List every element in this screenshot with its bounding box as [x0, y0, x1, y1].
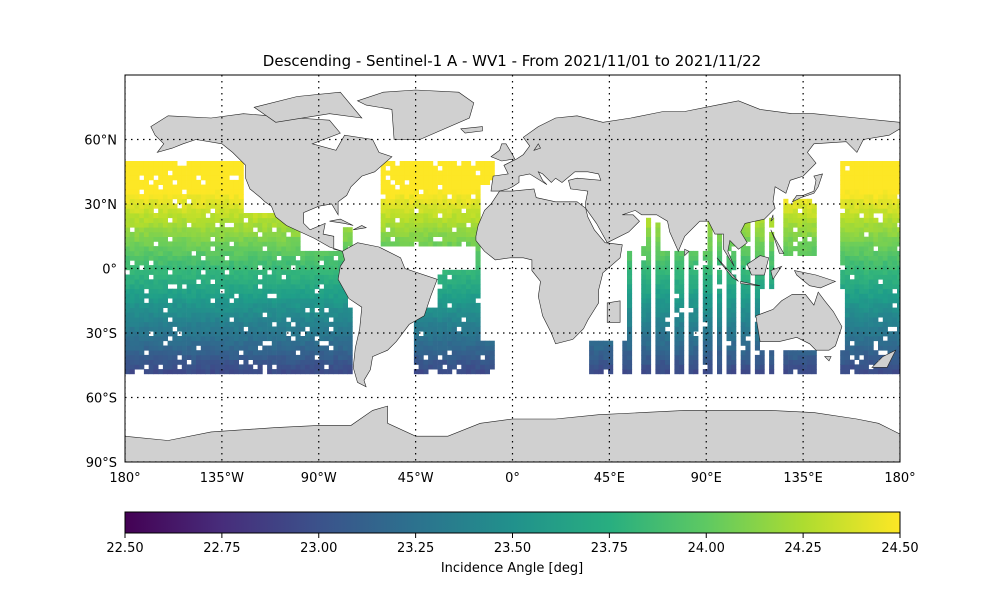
lon-label: 135°W	[200, 471, 244, 486]
lon-label: 135°E	[783, 471, 823, 486]
colorbar-tick-label: 23.00	[300, 541, 337, 556]
world-map	[125, 75, 900, 462]
colorbar-ticks: 22.50 22.75 23.00 23.25 23.50 23.75 24.00 24.25…	[106, 533, 919, 556]
lat-label: 60°S	[86, 392, 117, 407]
colorbar-tick-label: 23.50	[494, 541, 531, 556]
lon-label: 180°	[109, 471, 140, 486]
colorbar-tick-label: 23.75	[591, 541, 628, 556]
colorbar-tick-label: 22.75	[203, 541, 240, 556]
lat-label: 0°	[102, 263, 117, 278]
colorbar-label: Incidence Angle [deg]	[441, 561, 583, 576]
incidence-angle-grid	[125, 161, 900, 375]
latitude-labels: 60°N 30°N 0° 30°S 60°S 90°S	[84, 134, 117, 472]
colorbar-tick-label: 23.25	[397, 541, 434, 556]
colorbar-tick-label: 22.50	[106, 541, 143, 556]
map-title: Descending - Sentinel-1 A - WV1 - From 2…	[263, 52, 761, 70]
map-frame	[124, 74, 901, 463]
lat-label: 90°S	[86, 456, 117, 471]
colorbar-tick-label: 24.25	[785, 541, 822, 556]
lat-label: 60°N	[84, 134, 117, 149]
graticule	[125, 75, 900, 462]
lon-label: 90°E	[691, 471, 722, 486]
colorbar	[124, 511, 901, 534]
lon-label: 90°W	[301, 471, 337, 486]
colorbar-tick-label: 24.50	[881, 541, 918, 556]
colorbar-tick-label: 24.00	[688, 541, 725, 556]
lon-label: 45°W	[398, 471, 434, 486]
lat-label: 30°N	[84, 198, 117, 213]
lon-label: 45°E	[594, 471, 625, 486]
lon-label: 180°	[884, 471, 915, 486]
longitude-labels: 180° 135°W 90°W 45°W 0° 45°E 90°E 135°E 180°	[109, 471, 915, 486]
lon-label: 0°	[505, 471, 520, 486]
lat-label: 30°S	[86, 327, 117, 342]
